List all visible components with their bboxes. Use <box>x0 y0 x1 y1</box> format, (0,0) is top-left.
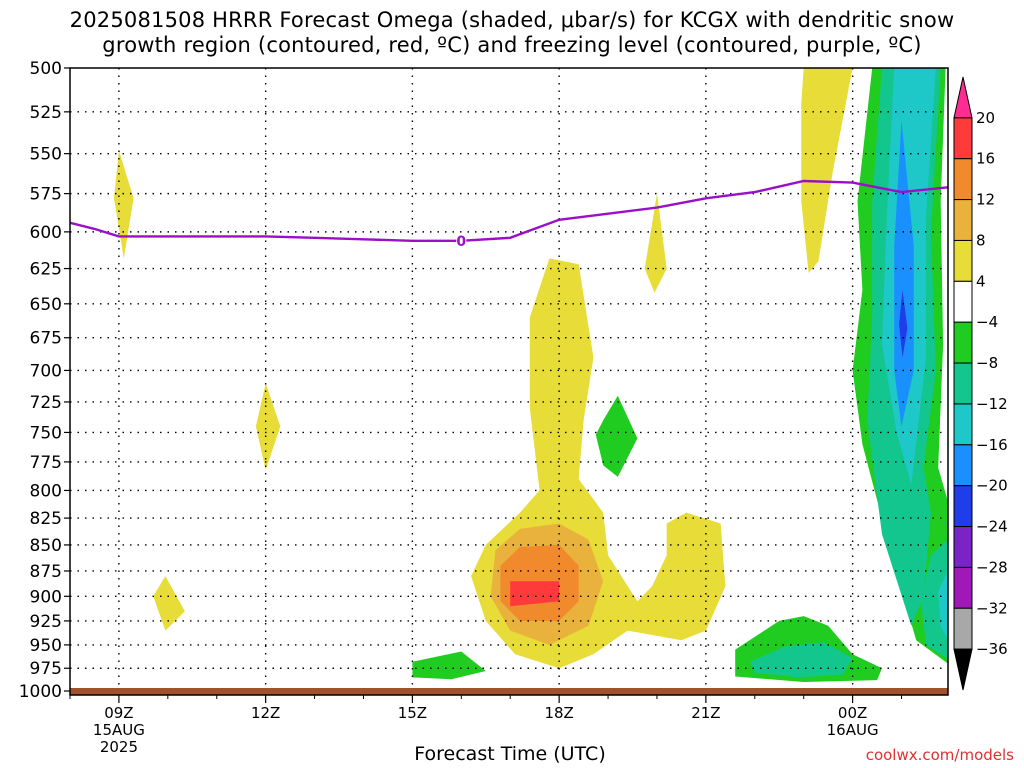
x-tick-date: 15AUG <box>93 721 145 739</box>
colorbar-label: −16 <box>976 436 1008 454</box>
colorbar-swatch <box>953 280 973 323</box>
y-tick-label: 950 <box>30 636 62 656</box>
x-tick-label: 12Z <box>251 704 280 722</box>
y-tick-label: 700 <box>30 361 62 381</box>
y-tick-label: 675 <box>30 329 62 349</box>
colorbar-label: −28 <box>976 558 1008 576</box>
omega-region-8 <box>510 581 560 607</box>
y-tick-label: 850 <box>30 536 62 556</box>
y-tick-label: 900 <box>30 587 62 607</box>
freezing-level-line <box>70 179 948 242</box>
freezing-level-contour: 0 <box>70 179 948 250</box>
y-tick-label: 800 <box>30 481 62 501</box>
y-tick-label: 975 <box>30 659 62 679</box>
colorbar-swatch <box>953 117 973 160</box>
credit-text[interactable]: coolwx.com/models <box>865 746 1014 764</box>
colorbar-swatch <box>953 239 973 282</box>
colorbar-label: −24 <box>976 518 1008 536</box>
freezing-level-label-bg <box>456 232 467 249</box>
ground-strip <box>70 688 948 695</box>
x-tick-year: 2025 <box>100 738 138 756</box>
y-tick-label: 825 <box>30 509 62 529</box>
freezing-level-label: 0 <box>456 234 466 250</box>
colorbar-swatch <box>953 321 973 364</box>
y-tick-label: 525 <box>30 103 62 123</box>
omega-shading <box>114 68 948 682</box>
omega-region-1 <box>153 576 185 631</box>
omega-region-18 <box>921 539 948 659</box>
omega-region-9 <box>595 395 638 477</box>
title-line-1: 2025081508 HRRR Forecast Omega (shaded, … <box>69 8 955 32</box>
y-axis: 500 525 550 575 600 625 650 675 700 725 750 775 800 8… <box>19 59 70 702</box>
omega-region-3 <box>644 193 667 293</box>
colorbar: 20 16 12 8 4 −4 −8 −12 −16 −20 −24 −28 −32 −36 <box>953 76 1008 691</box>
y-tick-label: 500 <box>30 59 62 79</box>
colorbar-swatch <box>953 403 973 446</box>
colorbar-label: −36 <box>976 640 1008 658</box>
colorbar-swatch <box>953 444 973 487</box>
omega-region-4 <box>801 68 853 273</box>
y-tick-label: 650 <box>30 295 62 315</box>
colorbar-label: −8 <box>976 354 998 372</box>
omega-region-16 <box>894 120 914 427</box>
y-tick-label: 750 <box>30 423 62 443</box>
y-tick-label: 600 <box>30 223 62 243</box>
x-tick-label: 18Z <box>544 704 573 722</box>
omega-region-10 <box>412 651 486 680</box>
colorbar-swatch <box>953 648 973 691</box>
colorbar-label: −32 <box>976 599 1008 617</box>
colorbar-label: 8 <box>976 231 986 249</box>
colorbar-label: −4 <box>976 313 998 331</box>
colorbar-swatch <box>953 566 973 609</box>
colorbar-label: −12 <box>976 395 1008 413</box>
colorbar-label: −20 <box>976 477 1008 495</box>
y-tick-label: 550 <box>30 145 62 165</box>
omega-region-2 <box>255 383 281 470</box>
colorbar-swatch <box>953 362 973 405</box>
x-tick-label: 21Z <box>691 704 720 722</box>
colorbar-label: 4 <box>976 272 986 290</box>
colorbar-swatch <box>953 607 973 650</box>
colorbar-label: 20 <box>976 109 995 127</box>
colorbar-swatch <box>953 526 973 568</box>
title-line-2: growth region (contoured, red, ºC) and f… <box>102 33 922 57</box>
plot-frame <box>69 67 949 696</box>
omega-region-19 <box>938 571 948 641</box>
y-tick-label: 625 <box>30 260 62 280</box>
colorbar-swatch <box>953 199 973 241</box>
colorbar-swatch <box>953 158 973 201</box>
colorbar-swatch <box>953 76 973 119</box>
x-tick-label: 00Z <box>838 704 867 722</box>
chart-title: 2025081508 HRRR Forecast Omega (shaded, … <box>0 8 1024 58</box>
omega-region-0 <box>114 150 134 259</box>
y-tick-label: 575 <box>30 185 62 205</box>
colorbar-label: 12 <box>976 191 995 209</box>
x-tick-label: 15Z <box>398 704 427 722</box>
colorbar-swatch <box>953 485 973 528</box>
y-tick-label: 925 <box>30 612 62 632</box>
omega-region-17 <box>899 289 908 358</box>
colorbar-label: 16 <box>976 150 995 168</box>
x-tick-label: 09Z <box>104 704 133 722</box>
y-tick-label: 725 <box>30 393 62 413</box>
y-tick-label: 1000 <box>19 682 62 702</box>
x-tick-date: 16AUG <box>827 721 879 739</box>
y-tick-label: 775 <box>30 453 62 473</box>
x-axis-title: Forecast Time (UTC) <box>414 743 606 765</box>
y-tick-label: 875 <box>30 562 62 582</box>
